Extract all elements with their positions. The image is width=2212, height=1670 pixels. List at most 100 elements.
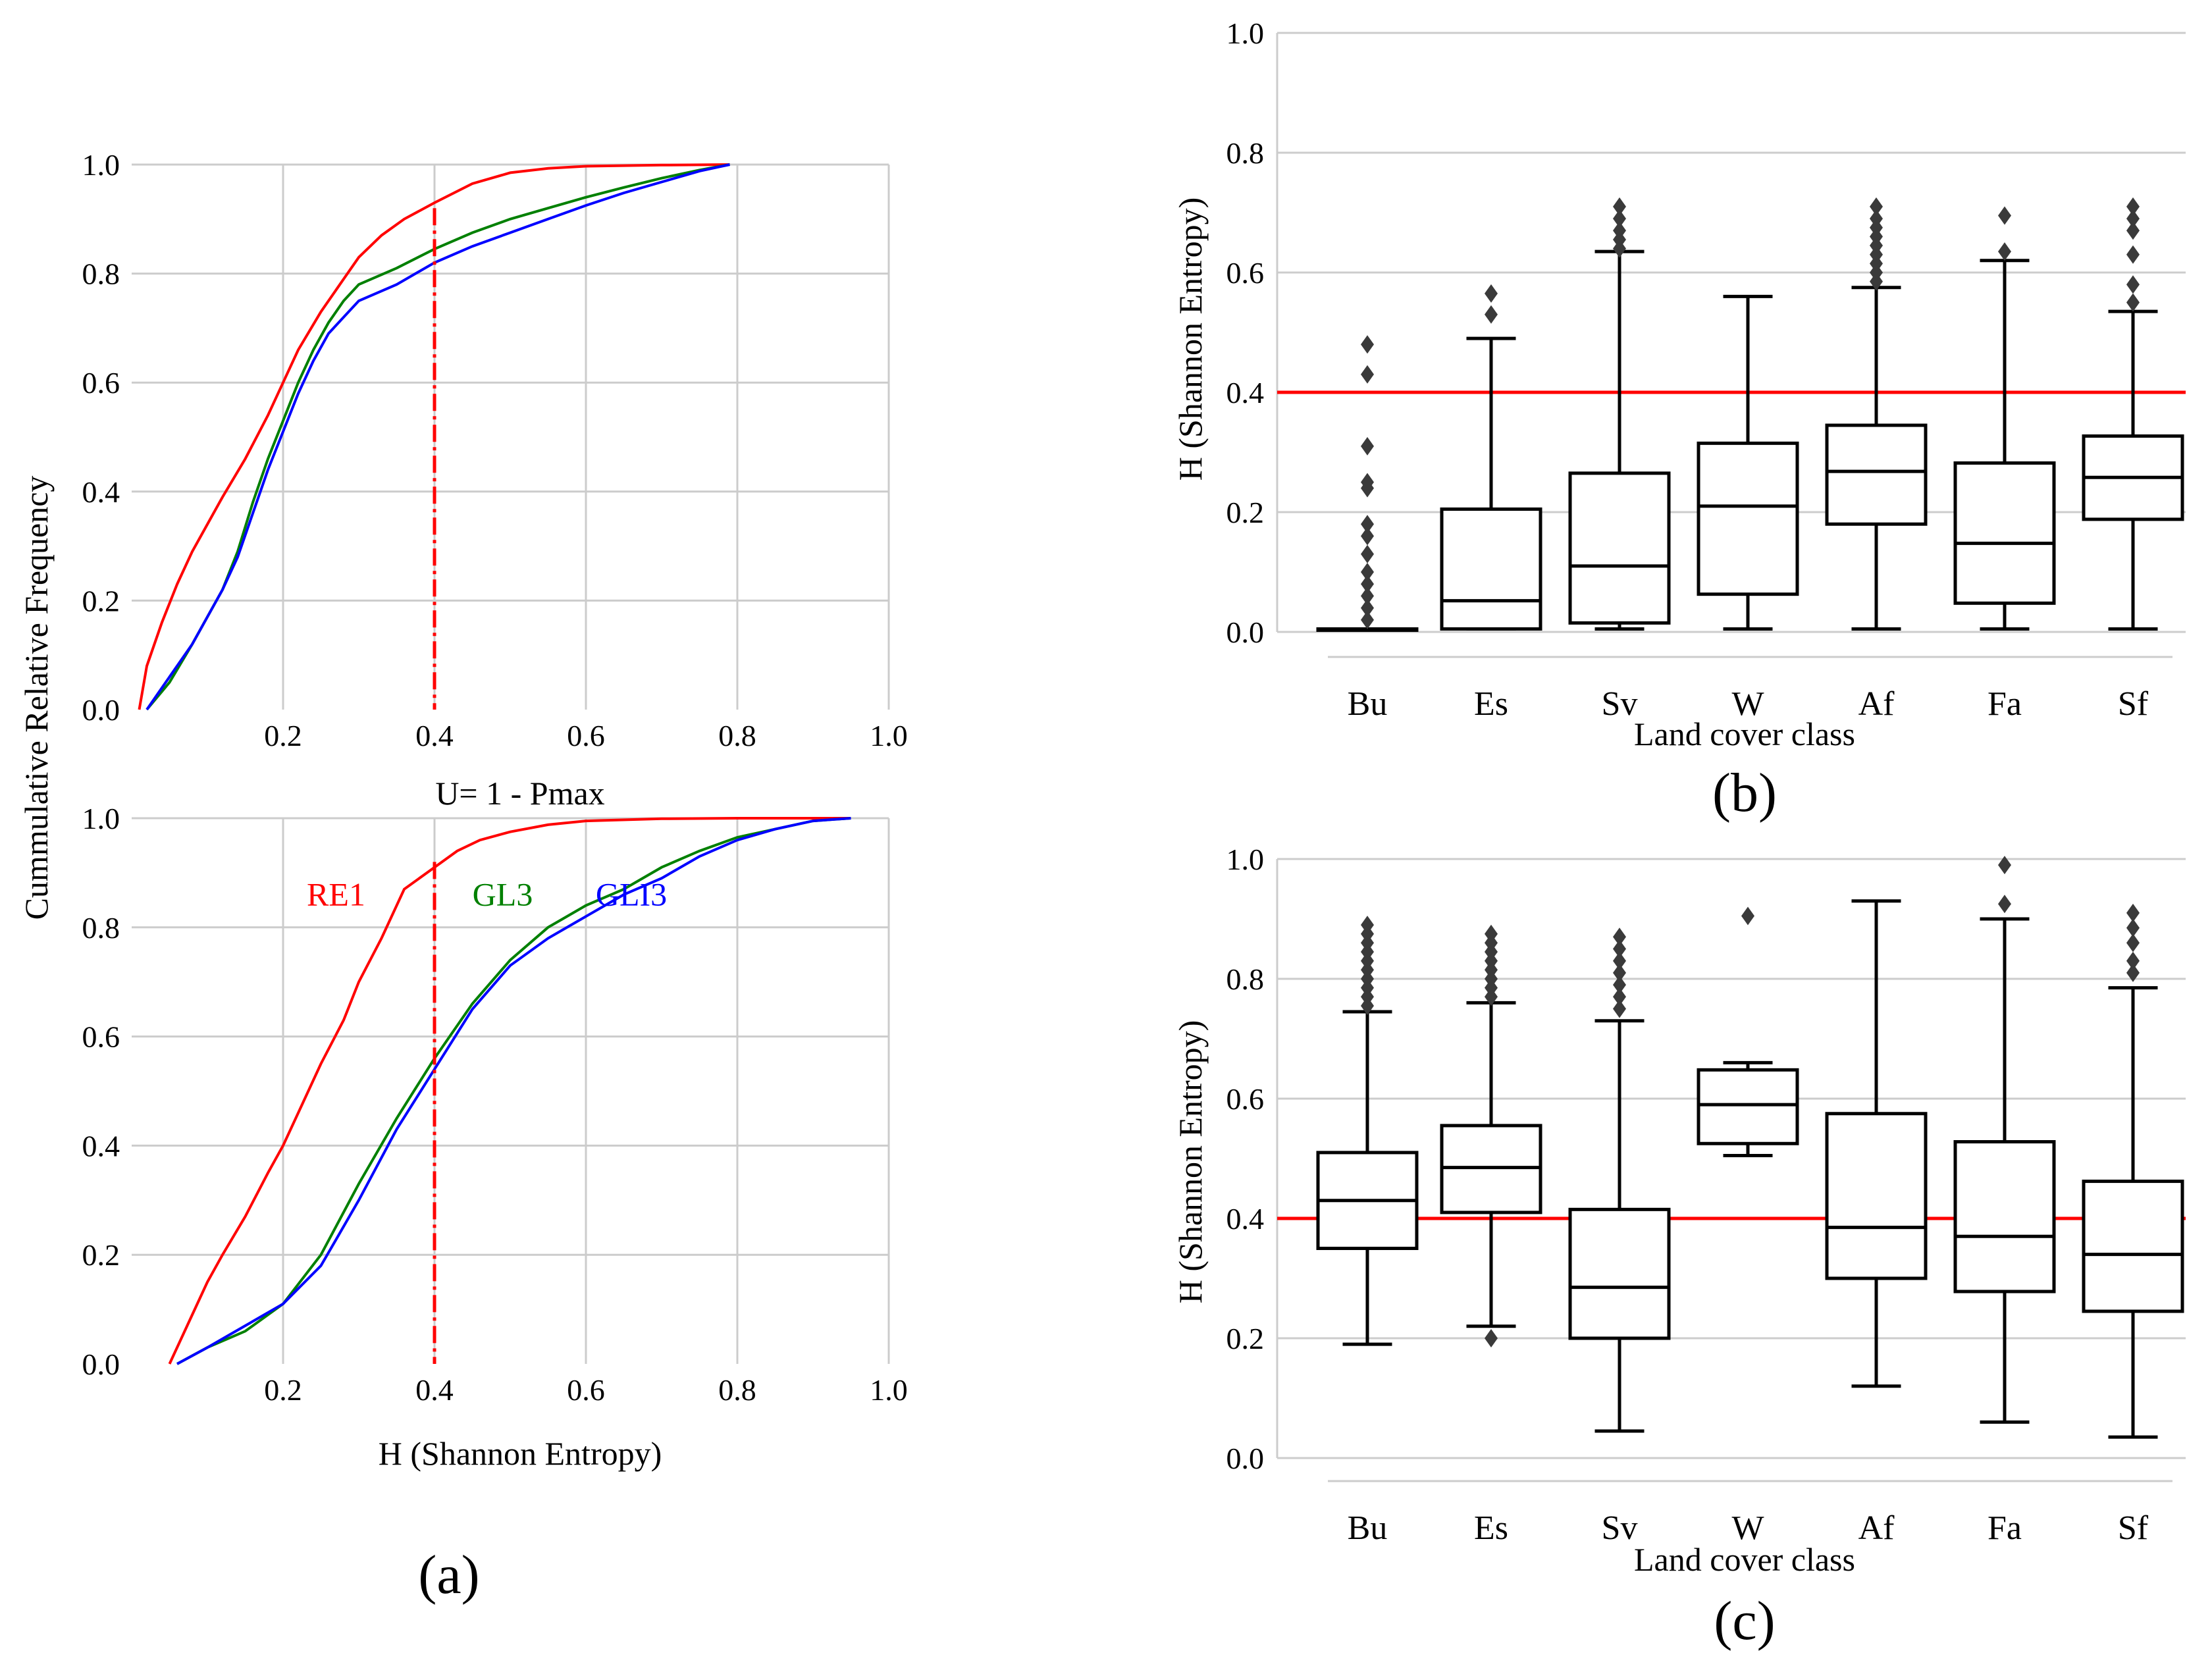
- series-annotation: GLI3: [596, 876, 667, 913]
- outlier-point: [1998, 206, 2011, 225]
- y-tick-label: 0.6: [82, 1020, 120, 1054]
- x-tick-label: 0.4: [415, 719, 454, 752]
- outlier-point: [2126, 197, 2140, 216]
- box-iqr: [1697, 1068, 1799, 1145]
- outlier-point: [1613, 927, 1626, 947]
- x-tick-label: Af: [1858, 685, 1895, 723]
- x-tick-label: Bu: [1348, 685, 1388, 723]
- x-tick-label: Sf: [2118, 685, 2149, 723]
- box-iqr: [1440, 507, 1542, 631]
- x-tick-label: 0.6: [567, 1373, 605, 1407]
- panel-label-c: (c): [1714, 1590, 1775, 1652]
- box-iqr: [1825, 1112, 1928, 1280]
- box-iqr: [2082, 1180, 2184, 1313]
- outlier-point: [1613, 999, 1626, 1018]
- outlier-point: [1741, 906, 1754, 926]
- outlier-point: [1361, 563, 1374, 581]
- outlier-point: [1485, 305, 1498, 324]
- y-tick-label: 0.0: [1226, 615, 1265, 649]
- y-tick-label: 0.2: [1226, 1322, 1265, 1355]
- y-tick-label: 0.4: [82, 475, 120, 509]
- y-tick-label: 0.6: [1226, 1082, 1265, 1116]
- x-tick-label: Sv: [1602, 1509, 1638, 1547]
- box-iqr: [1697, 441, 1799, 596]
- outlier-point: [1361, 365, 1374, 384]
- x-tick-label: 0.6: [567, 719, 605, 752]
- series-line-re1: [168, 817, 851, 1365]
- outlier-point: [1361, 473, 1374, 492]
- outlier-point: [1998, 856, 2011, 875]
- outlier-point: [1361, 436, 1374, 456]
- x-tick-label: 0.2: [264, 1373, 302, 1407]
- outlier-point: [1613, 197, 1626, 216]
- series-line-gl3: [145, 163, 730, 711]
- x-tick-label: 0.4: [415, 1373, 454, 1407]
- outlier-point: [2126, 209, 2140, 228]
- y-tick-label: 0.8: [1226, 136, 1265, 170]
- outlier-point: [2126, 221, 2140, 240]
- y-tick-label: 0.8: [82, 257, 120, 291]
- y-tick-label: 0.0: [82, 693, 120, 727]
- outlier-point: [1613, 987, 1626, 1006]
- outlier-point: [1613, 221, 1626, 240]
- x-tick-label: 0.8: [718, 1373, 756, 1407]
- y-tick-label: 0.4: [1226, 1202, 1265, 1236]
- b-ylabel: H (Shannon Entropy): [1172, 197, 1209, 481]
- panel-label-a: (a): [418, 1544, 479, 1605]
- outlier-point: [1361, 598, 1374, 617]
- series-annotation: RE1: [307, 876, 365, 913]
- y-tick-label: 0.2: [1226, 496, 1265, 529]
- y-tick-label: 0.4: [1226, 376, 1265, 409]
- b-xlabel: Land cover class: [1634, 716, 1855, 752]
- x-tick-label: W: [1731, 1509, 1764, 1547]
- chart-a-top: 0.2 0.4 0.6 0.8 1.0 0.0 0.2 0.4 0.6 0.8 1.0: [82, 148, 908, 752]
- series-line-gli3: [176, 817, 851, 1365]
- outlier-point: [1870, 197, 1883, 216]
- outlier-point: [2126, 903, 2140, 922]
- y-tick-label: 0.4: [82, 1129, 120, 1162]
- y-tick-label: 0.0: [1226, 1442, 1265, 1475]
- outlier-point: [1361, 335, 1374, 354]
- y-tick-label: 0.2: [82, 584, 120, 617]
- outlier-point: [1361, 515, 1374, 534]
- y-tick-label: 0.2: [82, 1238, 120, 1272]
- x-tick-label: Es: [1474, 685, 1508, 723]
- box-iqr: [1953, 461, 2056, 605]
- y-tick-label: 0.8: [1226, 962, 1265, 996]
- box-iqr: [1568, 1207, 1671, 1340]
- y-tick-label: 0.8: [82, 911, 120, 945]
- x-tick-label: Es: [1474, 1509, 1508, 1547]
- series-line-re1: [138, 163, 730, 710]
- x-tick-label: Sv: [1602, 685, 1638, 723]
- outlier-point: [1485, 924, 1498, 943]
- y-tick-label: 0.6: [1226, 256, 1265, 290]
- x-tick-label: 0.8: [718, 719, 756, 752]
- outlier-point: [1613, 951, 1626, 970]
- outlier-point: [1613, 209, 1626, 228]
- outlier-point: [1870, 209, 1883, 228]
- outlier-point: [2126, 293, 2140, 312]
- series-annotation: GL3: [473, 876, 533, 913]
- box-iqr: [1825, 423, 1928, 526]
- y-tick-label: 0.6: [82, 366, 120, 400]
- chart-b: 0.0 0.2 0.4 0.6 0.8 1.0 Bu Es Sv W Af Fa Sf: [1226, 16, 2186, 723]
- x-tick-label: Fa: [1988, 1509, 2022, 1547]
- chart-c: 0.0 0.2 0.4 0.6 0.8 1.0 Bu Es Sv W Af Fa Sf: [1226, 843, 2186, 1547]
- y-tick-label: 1.0: [1226, 843, 1265, 876]
- outlier-point: [1998, 242, 2011, 261]
- x-tick-label: 1.0: [870, 719, 908, 752]
- outlier-point: [2126, 951, 2140, 970]
- a-bottom-xlabel: H (Shannon Entropy): [379, 1435, 662, 1472]
- outlier-point: [2126, 918, 2140, 937]
- outlier-point: [1361, 544, 1374, 563]
- outlier-point: [2126, 245, 2140, 264]
- outlier-point: [2126, 933, 2140, 952]
- chart-a-bottom: 0.2 0.4 0.6 0.8 1.0 0.0 0.2 0.4 0.6 0.8 1.0 RE1 GL3 G…: [82, 802, 908, 1407]
- y-tick-label: 0.0: [82, 1347, 120, 1381]
- x-tick-label: Af: [1858, 1509, 1895, 1547]
- outlier-point: [1613, 976, 1626, 995]
- outlier-point: [1485, 1329, 1498, 1347]
- a-ylabel: Cummulative Relative Frequency: [18, 476, 55, 920]
- x-tick-label: Bu: [1348, 1509, 1388, 1547]
